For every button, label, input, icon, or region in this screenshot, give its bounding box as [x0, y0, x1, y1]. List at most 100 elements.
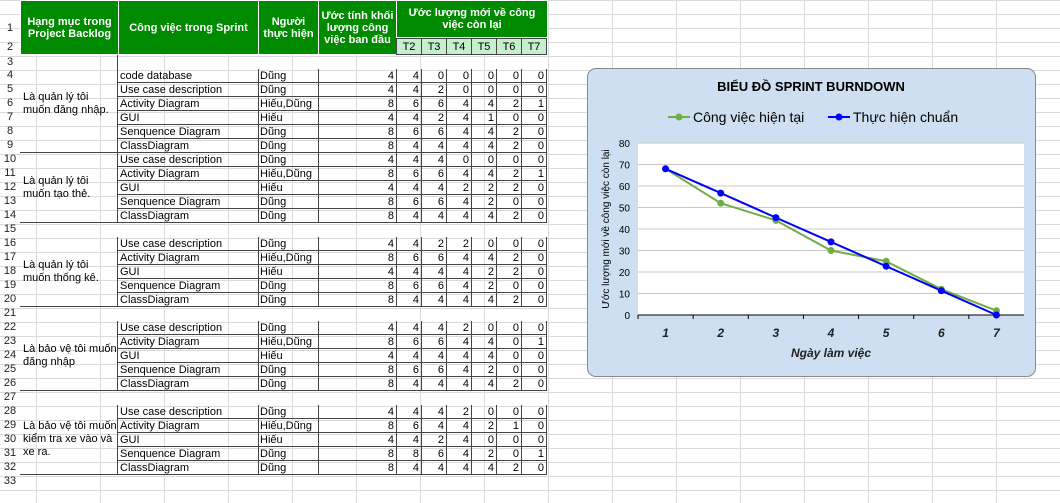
- task-cell[interactable]: Senquence Diagram: [118, 363, 259, 377]
- remaining-cell-t4[interactable]: 4: [446, 363, 472, 377]
- remaining-cell-t6[interactable]: 2: [496, 209, 522, 223]
- remaining-cell-t5[interactable]: 4: [471, 293, 497, 307]
- person-cell[interactable]: Dũng: [258, 279, 319, 293]
- estimate-cell[interactable]: 4: [318, 181, 397, 195]
- task-cell[interactable]: ClassDiagram: [118, 293, 259, 307]
- remaining-cell-t7[interactable]: 0: [521, 377, 547, 391]
- row-number[interactable]: 33: [3, 475, 17, 487]
- row-number[interactable]: 20: [3, 293, 17, 305]
- estimate-cell[interactable]: 8: [318, 293, 397, 307]
- backlog-item[interactable]: Là quản lý tôi muốn đăng nhập.: [20, 55, 118, 153]
- remaining-cell-t2[interactable]: 4: [396, 433, 422, 447]
- remaining-cell-t5[interactable]: 2: [471, 447, 497, 461]
- remaining-cell-t5[interactable]: 4: [471, 167, 497, 181]
- remaining-cell-t2[interactable]: 4: [396, 209, 422, 223]
- task-cell[interactable]: GUI: [118, 433, 259, 447]
- remaining-cell-t7[interactable]: 0: [521, 349, 547, 363]
- row-number[interactable]: 30: [3, 433, 17, 445]
- person-cell[interactable]: Dũng: [258, 83, 319, 97]
- task-cell[interactable]: Activity Diagram: [118, 167, 259, 181]
- task-cell[interactable]: ClassDiagram: [118, 461, 259, 475]
- task-cell[interactable]: ClassDiagram: [118, 209, 259, 223]
- remaining-cell-t7[interactable]: 0: [521, 321, 547, 335]
- estimate-cell[interactable]: 4: [318, 69, 397, 83]
- remaining-cell-t6[interactable]: 2: [496, 377, 522, 391]
- remaining-cell-t4[interactable]: 4: [446, 139, 472, 153]
- estimate-cell[interactable]: 4: [318, 349, 397, 363]
- row-number[interactable]: 28: [3, 405, 17, 417]
- person-cell[interactable]: Hiếu: [258, 265, 319, 279]
- remaining-cell-t2[interactable]: 6: [396, 363, 422, 377]
- remaining-cell-t4[interactable]: 4: [446, 433, 472, 447]
- remaining-cell-t7[interactable]: 0: [521, 139, 547, 153]
- estimate-cell[interactable]: 8: [318, 209, 397, 223]
- person-cell[interactable]: Dũng: [258, 461, 319, 475]
- row-number[interactable]: 13: [3, 195, 17, 207]
- remaining-cell-t4[interactable]: 4: [446, 209, 472, 223]
- remaining-cell-t6[interactable]: 2: [496, 181, 522, 195]
- remaining-cell-t4[interactable]: 2: [446, 237, 472, 251]
- remaining-cell-t2[interactable]: 4: [396, 153, 422, 167]
- estimate-cell[interactable]: 8: [318, 419, 397, 433]
- person-cell[interactable]: Dũng: [258, 125, 319, 139]
- remaining-cell-t4[interactable]: 4: [446, 349, 472, 363]
- person-cell[interactable]: Dũng: [258, 237, 319, 251]
- remaining-cell-t3[interactable]: 6: [421, 279, 447, 293]
- remaining-cell-t6[interactable]: 2: [496, 293, 522, 307]
- person-cell[interactable]: Hiếu,Dũng: [258, 419, 319, 433]
- remaining-cell-t7[interactable]: 1: [521, 167, 547, 181]
- remaining-cell-t4[interactable]: 4: [446, 419, 472, 433]
- remaining-cell-t7[interactable]: 0: [521, 363, 547, 377]
- remaining-cell-t6[interactable]: 0: [496, 83, 522, 97]
- remaining-cell-t6[interactable]: 0: [496, 363, 522, 377]
- remaining-cell-t2[interactable]: 6: [396, 251, 422, 265]
- remaining-cell-t2[interactable]: 6: [396, 97, 422, 111]
- remaining-cell-t4[interactable]: 4: [446, 97, 472, 111]
- remaining-cell-t4[interactable]: 4: [446, 293, 472, 307]
- remaining-cell-t6[interactable]: 0: [496, 195, 522, 209]
- estimate-cell[interactable]: 8: [318, 335, 397, 349]
- remaining-cell-t6[interactable]: 2: [496, 125, 522, 139]
- remaining-cell-t5[interactable]: 0: [471, 153, 497, 167]
- row-number[interactable]: 4: [6, 69, 14, 81]
- row-number[interactable]: 6: [6, 97, 14, 109]
- estimate-cell[interactable]: 8: [318, 167, 397, 181]
- remaining-cell-t5[interactable]: 0: [471, 321, 497, 335]
- task-cell[interactable]: code database: [118, 69, 259, 83]
- remaining-cell-t7[interactable]: 0: [521, 209, 547, 223]
- row-number[interactable]: 19: [3, 279, 17, 291]
- burndown-chart[interactable]: 0 10 20 30 40 50 60 70 80 1 2 3 4 5 6 7 BIỂU ĐỒ SPRINT B…: [587, 68, 1036, 377]
- remaining-cell-t6[interactable]: 2: [496, 251, 522, 265]
- task-cell[interactable]: Activity Diagram: [118, 251, 259, 265]
- remaining-cell-t5[interactable]: 2: [471, 279, 497, 293]
- remaining-cell-t4[interactable]: 2: [446, 321, 472, 335]
- estimate-cell[interactable]: 4: [318, 237, 397, 251]
- remaining-cell-t7[interactable]: 0: [521, 83, 547, 97]
- remaining-cell-t5[interactable]: 4: [471, 139, 497, 153]
- remaining-cell-t4[interactable]: 4: [446, 461, 472, 475]
- remaining-cell-t3[interactable]: 4: [421, 293, 447, 307]
- remaining-cell-t3[interactable]: 6: [421, 251, 447, 265]
- task-cell[interactable]: ClassDiagram: [118, 139, 259, 153]
- remaining-cell-t5[interactable]: 4: [471, 125, 497, 139]
- remaining-cell-t2[interactable]: 6: [396, 167, 422, 181]
- person-cell[interactable]: Dũng: [258, 153, 319, 167]
- person-cell[interactable]: Hiếu: [258, 181, 319, 195]
- person-cell[interactable]: Hiếu,Dũng: [258, 251, 319, 265]
- remaining-cell-t3[interactable]: 2: [421, 433, 447, 447]
- remaining-cell-t6[interactable]: 1: [496, 419, 522, 433]
- person-cell[interactable]: Dũng: [258, 195, 319, 209]
- remaining-cell-t7[interactable]: 0: [521, 293, 547, 307]
- remaining-cell-t5[interactable]: 2: [471, 265, 497, 279]
- remaining-cell-t3[interactable]: 0: [421, 69, 447, 83]
- estimate-cell[interactable]: 4: [318, 433, 397, 447]
- remaining-cell-t5[interactable]: 4: [471, 377, 497, 391]
- remaining-cell-t5[interactable]: 0: [471, 237, 497, 251]
- estimate-cell[interactable]: 4: [318, 153, 397, 167]
- person-cell[interactable]: Dũng: [258, 321, 319, 335]
- estimate-cell[interactable]: 4: [318, 111, 397, 125]
- task-cell[interactable]: GUI: [118, 265, 259, 279]
- remaining-cell-t4[interactable]: 4: [446, 167, 472, 181]
- estimate-cell[interactable]: 8: [318, 139, 397, 153]
- remaining-cell-t4[interactable]: 4: [446, 111, 472, 125]
